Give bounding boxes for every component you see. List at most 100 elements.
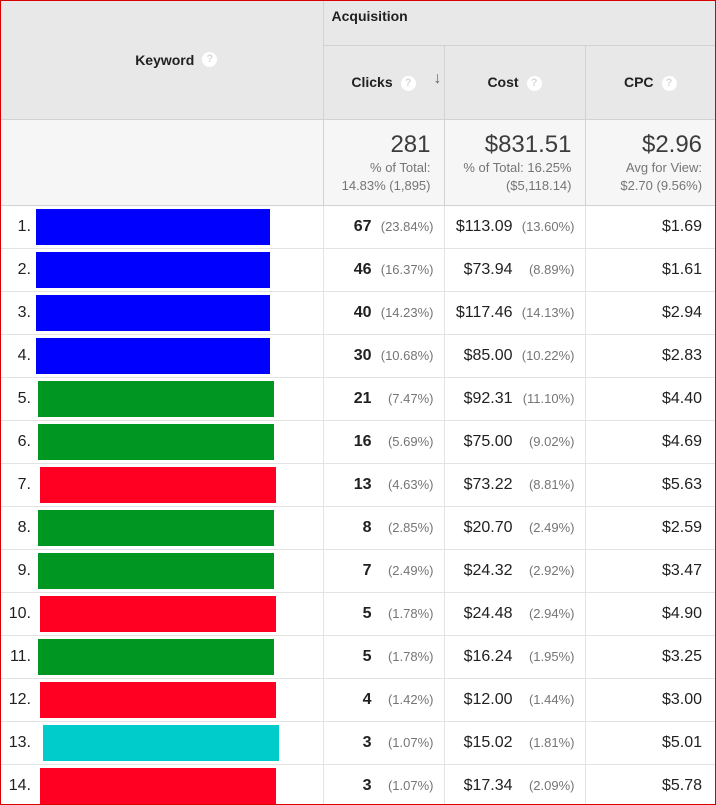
table-row[interactable]: 10. 5 (1.78%) $24.48 (2.94%) $4.90: [1, 592, 715, 636]
keyword-cell[interactable]: 6.: [1, 420, 324, 464]
cost-percent: (8.81%): [528, 477, 575, 492]
redacted-keyword-block[interactable]: [40, 682, 276, 718]
keyword-cell[interactable]: 14.: [1, 764, 324, 804]
table-row[interactable]: 14. 3 (1.07%) $17.34 (2.09%) $5.78: [1, 764, 715, 804]
cpc-value: $5.01: [661, 734, 703, 751]
clicks-help-icon[interactable]: ?: [400, 75, 416, 91]
cpc-cell: $5.63: [585, 463, 715, 507]
clicks-cell: 5 (1.78%): [323, 635, 445, 679]
cost-header-label: Cost: [487, 73, 519, 90]
keyword-cell[interactable]: 7.: [1, 463, 324, 507]
table-row[interactable]: 13. 3 (1.07%) $15.02 (1.81%) $5.01: [1, 721, 715, 765]
clicks-cell: 46 (16.37%): [323, 248, 445, 292]
table-row[interactable]: 11. 5 (1.78%) $16.24 (1.95%) $3.25: [1, 635, 715, 679]
clicks-percent: (16.37%): [380, 262, 434, 277]
keyword-cell[interactable]: 4.: [1, 334, 324, 378]
table-row[interactable]: 1. 67 (23.84%) $113.09 (13.60%) $1.69: [1, 205, 715, 249]
cpc-column-header[interactable]: CPC?: [585, 45, 715, 120]
row-index: 2.: [17, 261, 31, 278]
keyword-cell[interactable]: 11.: [1, 635, 324, 679]
clicks-percent: (1.78%): [387, 606, 434, 621]
cpc-cell: $2.94: [585, 291, 715, 335]
keyword-cell[interactable]: 9.: [1, 549, 324, 593]
redacted-keyword-block[interactable]: [36, 209, 270, 245]
cost-cell: $73.94 (8.89%): [444, 248, 586, 292]
keyword-cell[interactable]: 12.: [1, 678, 324, 722]
keyword-cell[interactable]: 10.: [1, 592, 324, 636]
cost-percent: (1.95%): [528, 649, 575, 664]
cost-value: $24.48: [463, 605, 513, 622]
clicks-value: 3: [362, 734, 372, 751]
cost-cell: $16.24 (1.95%): [444, 635, 586, 679]
cost-help-icon[interactable]: ?: [526, 75, 542, 91]
cost-cell: $20.70 (2.49%): [444, 506, 586, 550]
cost-cell: $15.02 (1.81%): [444, 721, 586, 765]
keyword-cell[interactable]: 1.: [1, 205, 324, 249]
summary-cpc-sub2: $2.70 (9.56%): [620, 178, 703, 193]
redacted-keyword-block[interactable]: [38, 553, 274, 589]
clicks-percent: (1.07%): [387, 778, 434, 793]
summary-clicks-cell: 281 % of Total: 14.83% (1,895): [323, 119, 445, 206]
keyword-cell[interactable]: 13.: [1, 721, 324, 765]
redacted-keyword-block[interactable]: [43, 725, 279, 761]
cost-cell: $117.46 (14.13%): [444, 291, 586, 335]
clicks-cell: 67 (23.84%): [323, 205, 445, 249]
clicks-cell: 3 (1.07%): [323, 721, 445, 765]
table-row[interactable]: 6. 16 (5.69%) $75.00 (9.02%) $4.69: [1, 420, 715, 464]
redacted-keyword-block[interactable]: [40, 768, 276, 804]
cpc-value: $4.69: [661, 433, 703, 450]
table-row[interactable]: 7. 13 (4.63%) $73.22 (8.81%) $5.63: [1, 463, 715, 507]
cost-percent: (1.44%): [528, 692, 575, 707]
clicks-value: 46: [353, 261, 372, 278]
redacted-keyword-block[interactable]: [40, 467, 276, 503]
cpc-value: $3.25: [661, 648, 703, 665]
table-row[interactable]: 9. 7 (2.49%) $24.32 (2.92%) $3.47: [1, 549, 715, 593]
summary-clicks-sub1: % of Total:: [370, 160, 431, 175]
summary-cost-cell: $831.51 % of Total: 16.25% ($5,118.14): [444, 119, 586, 206]
redacted-keyword-block[interactable]: [36, 295, 270, 331]
clicks-value: 7: [362, 562, 372, 579]
cost-cell: $92.31 (11.10%): [444, 377, 586, 421]
redacted-keyword-block[interactable]: [36, 338, 270, 374]
table-row[interactable]: 3. 40 (14.23%) $117.46 (14.13%) $2.94: [1, 291, 715, 335]
keyword-cell[interactable]: 8.: [1, 506, 324, 550]
clicks-column-header[interactable]: Clicks? ↓: [323, 45, 445, 120]
row-index: 13.: [8, 734, 31, 751]
cost-percent: (2.92%): [528, 563, 575, 578]
acquisition-group-header: Acquisition: [323, 1, 715, 46]
redacted-keyword-block[interactable]: [38, 424, 274, 460]
cpc-cell: $2.83: [585, 334, 715, 378]
redacted-keyword-block[interactable]: [40, 596, 276, 632]
clicks-value: 16: [353, 433, 372, 450]
sort-descending-icon[interactable]: ↓: [433, 69, 442, 87]
clicks-percent: (23.84%): [380, 219, 434, 234]
keyword-cell[interactable]: 3.: [1, 291, 324, 335]
clicks-value: 21: [353, 390, 372, 407]
keyword-column-header[interactable]: Keyword?: [1, 1, 324, 120]
table-row[interactable]: 4. 30 (10.68%) $85.00 (10.22%) $2.83: [1, 334, 715, 378]
redacted-keyword-block[interactable]: [38, 639, 274, 675]
keyword-help-icon[interactable]: ?: [202, 52, 218, 68]
redacted-keyword-block[interactable]: [36, 252, 270, 288]
redacted-keyword-block[interactable]: [38, 381, 274, 417]
clicks-percent: (2.85%): [387, 520, 434, 535]
clicks-value: 40: [353, 304, 372, 321]
summary-cost-sub1: % of Total: 16.25%: [463, 160, 572, 175]
cpc-help-icon[interactable]: ?: [661, 75, 677, 91]
clicks-percent: (4.63%): [387, 477, 434, 492]
cpc-value: $1.61: [661, 261, 703, 278]
table-row[interactable]: 2. 46 (16.37%) $73.94 (8.89%) $1.61: [1, 248, 715, 292]
clicks-value: 3: [362, 777, 372, 794]
table-row[interactable]: 12. 4 (1.42%) $12.00 (1.44%) $3.00: [1, 678, 715, 722]
keyword-cell[interactable]: 5.: [1, 377, 324, 421]
cost-column-header[interactable]: Cost?: [444, 45, 586, 120]
cpc-cell: $4.69: [585, 420, 715, 464]
keyword-cell[interactable]: 2.: [1, 248, 324, 292]
table-row[interactable]: 5. 21 (7.47%) $92.31 (11.10%) $4.40: [1, 377, 715, 421]
clicks-cell: 30 (10.68%): [323, 334, 445, 378]
redacted-keyword-block[interactable]: [38, 510, 274, 546]
table-row[interactable]: 8. 8 (2.85%) $20.70 (2.49%) $2.59: [1, 506, 715, 550]
row-index: 4.: [17, 347, 31, 364]
row-index: 10.: [8, 605, 31, 622]
